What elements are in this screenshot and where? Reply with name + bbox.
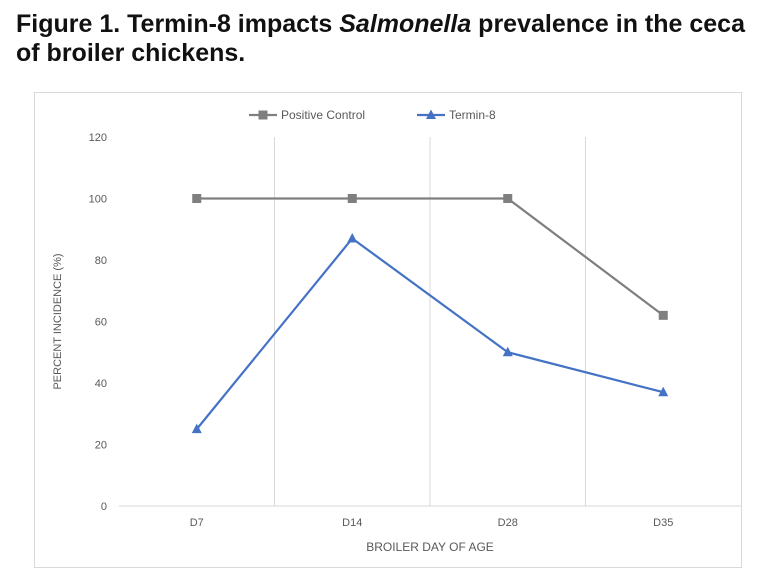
y-tick-label: 20 [95,440,107,452]
x-axis-ticks: D7 D14 D28 D35 [190,517,674,529]
figure-title: Figure 1. Termin-8 impacts Salmonella pr… [16,10,756,68]
figure-title-italic: Salmonella [339,10,472,38]
data-point [347,194,357,203]
y-tick-label: 60 [95,317,107,329]
y-tick-label: 0 [101,501,107,513]
x-tick-label: D35 [653,517,673,529]
x-tick-label: D14 [342,517,362,529]
data-point [502,346,513,357]
y-axis-ticks: 0 20 40 60 80 100 120 [89,132,107,513]
data-point [347,232,358,243]
legend-marker [258,110,268,120]
x-tick-label: D7 [190,517,204,529]
legend-label: Termin-8 [449,108,496,122]
data-point [503,194,513,203]
legend-item: Termin-8 [417,108,496,122]
y-axis-label: PERCENT INCIDENCE (%) [52,253,64,389]
series-termin-8 [191,232,669,434]
legend: Positive Control Termin-8 [249,108,496,122]
figure-title-prefix: Figure 1. Termin-8 impacts [16,10,340,38]
data-point [658,310,668,320]
line-chart: Positive Control Termin-8 0 20 40 60 80 100 120… [52,108,741,554]
y-tick-label: 80 [95,255,107,267]
x-tick-label: D28 [498,517,518,529]
figure-title-suffix: prevalence in the ceca of broiler chicke… [16,10,745,67]
chart-area: Positive Control Termin-8 0 20 40 60 80 100 120… [34,92,742,568]
series-group [191,194,669,434]
y-tick-label: 40 [95,378,107,390]
gridlines [119,137,741,507]
series-line [195,237,664,430]
legend-item: Positive Control [249,108,365,122]
data-point [658,386,669,397]
legend-marker [426,109,436,119]
series-positive-control [192,194,668,320]
data-point [192,194,202,203]
y-tick-label: 120 [89,132,107,144]
series-line [196,197,664,317]
legend-label: Positive Control [281,108,365,122]
y-tick-label: 100 [89,194,107,206]
data-point [191,423,202,434]
x-axis-label: BROILER DAY OF AGE [366,540,494,554]
